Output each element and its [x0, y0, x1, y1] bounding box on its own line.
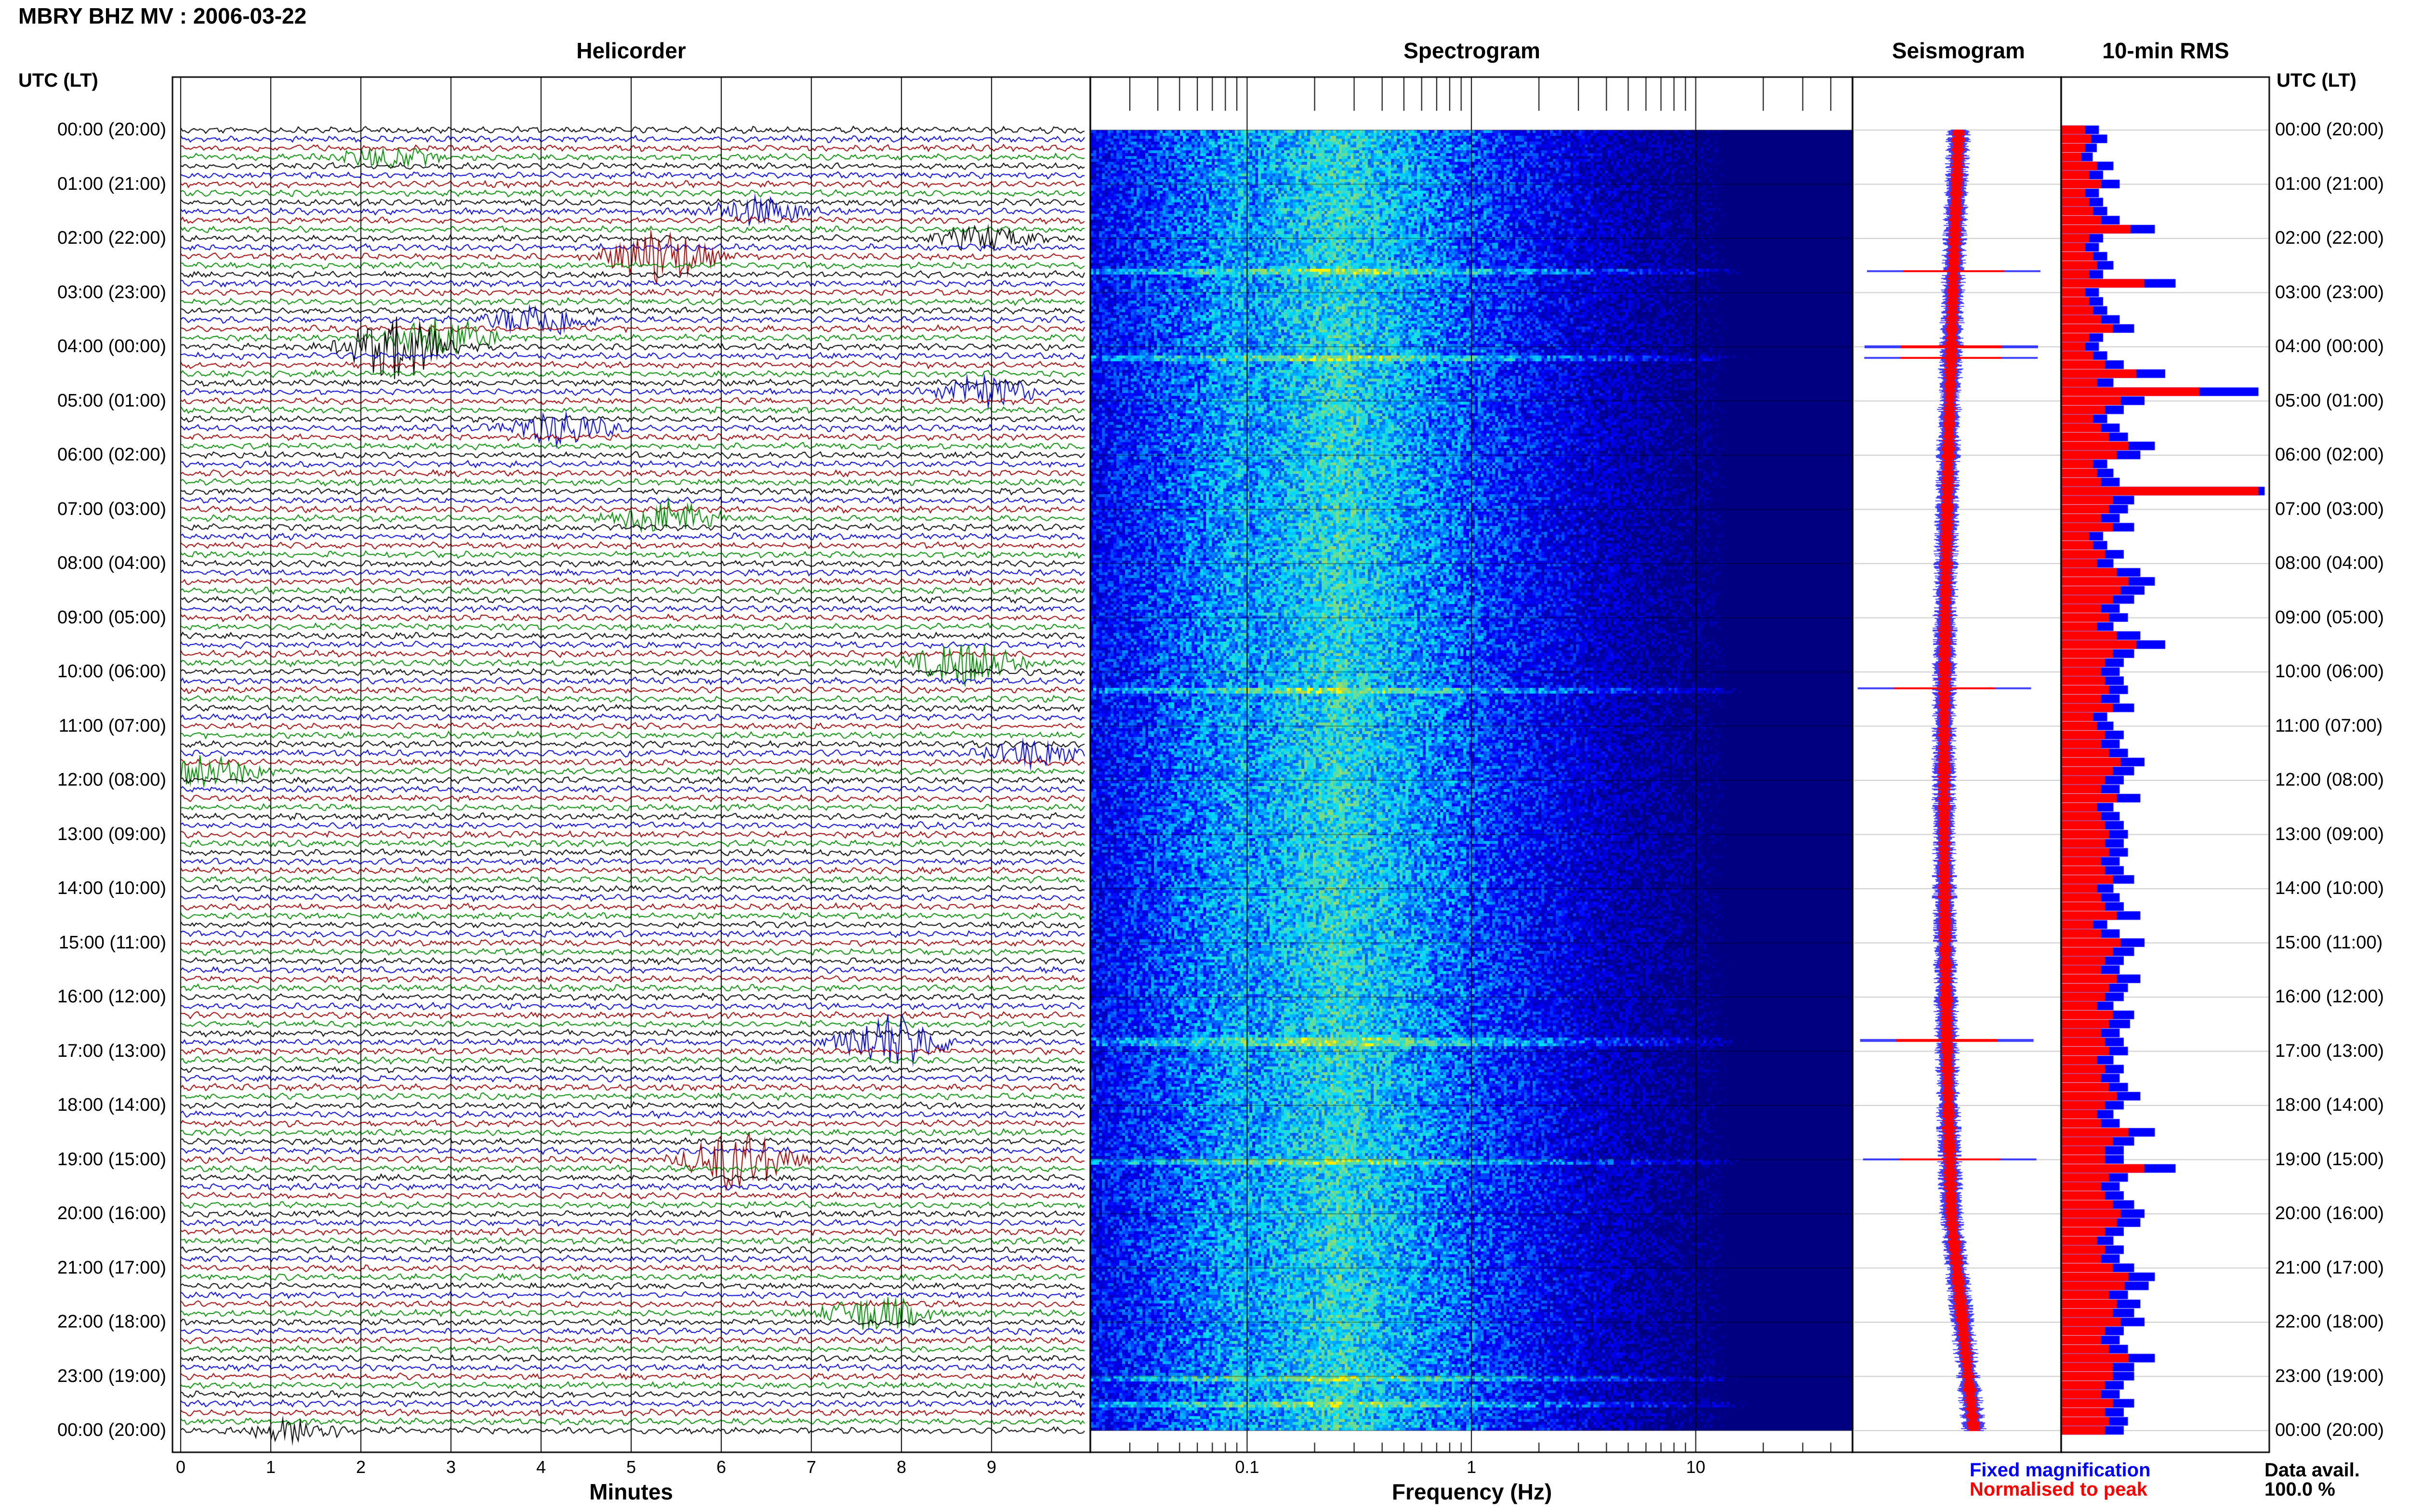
time-tick-left: 19:00 (15:00) — [57, 1149, 166, 1170]
time-axis-title-left: UTC (LT) — [18, 70, 98, 91]
time-tick-right: 11:00 (07:00) — [2275, 715, 2383, 736]
time-tick-left: 23:00 (19:00) — [57, 1366, 166, 1386]
time-tick-left: 01:00 (21:00) — [57, 173, 166, 194]
time-tick-left: 15:00 (11:00) — [58, 932, 166, 953]
time-tick-left: 10:00 (06:00) — [57, 661, 166, 682]
time-tick-left: 22:00 (18:00) — [57, 1312, 166, 1332]
time-tick-right: 17:00 (13:00) — [2275, 1040, 2384, 1061]
data-avail-value: 100.0 % — [2264, 1479, 2335, 1500]
time-tick-left: 18:00 (14:00) — [57, 1095, 166, 1115]
time-axis-title-right: UTC (LT) — [2277, 70, 2356, 91]
time-tick-left: 16:00 (12:00) — [57, 986, 166, 1007]
time-tick-left: 02:00 (22:00) — [57, 228, 166, 248]
minute-tick: 2 — [356, 1457, 366, 1477]
time-tick-right: 05:00 (01:00) — [2275, 390, 2384, 411]
time-tick-right: 16:00 (12:00) — [2275, 986, 2384, 1007]
time-tick-right: 00:00 (20:00) — [2275, 119, 2384, 140]
minute-tick: 1 — [265, 1457, 276, 1477]
legend-normalised-to-peak: Normalised to peak — [1970, 1479, 2148, 1500]
time-tick-right: 07:00 (03:00) — [2275, 499, 2384, 519]
time-tick-left: 03:00 (23:00) — [57, 282, 166, 302]
time-tick-left: 17:00 (13:00) — [57, 1040, 166, 1061]
helicorder-xlabel: Minutes — [589, 1479, 673, 1504]
helicorder-title: Helicorder — [576, 38, 686, 63]
time-tick-left: 21:00 (17:00) — [57, 1257, 166, 1278]
minute-tick: 5 — [626, 1457, 636, 1477]
time-tick-left: 08:00 (04:00) — [57, 553, 166, 573]
time-tick-left: 09:00 (05:00) — [57, 607, 166, 628]
time-tick-right: 06:00 (02:00) — [2275, 445, 2384, 465]
minute-tick: 3 — [446, 1457, 456, 1477]
time-tick-right: 01:00 (21:00) — [2275, 173, 2384, 194]
spectrogram-xlabel: Frequency (Hz) — [1391, 1479, 1552, 1504]
time-tick-right: 08:00 (04:00) — [2275, 553, 2384, 573]
time-tick-left: 05:00 (01:00) — [57, 390, 166, 411]
time-tick-right: 03:00 (23:00) — [2275, 282, 2384, 302]
time-tick-left: 14:00 (10:00) — [57, 878, 166, 898]
time-tick-left: 00:00 (20:00) — [57, 119, 166, 140]
time-tick-right: 02:00 (22:00) — [2275, 228, 2384, 248]
time-tick-right: 09:00 (05:00) — [2275, 607, 2384, 628]
data-avail-label: Data avail. — [2264, 1459, 2360, 1481]
minute-tick: 0 — [175, 1457, 186, 1477]
time-tick-right: 18:00 (14:00) — [2275, 1095, 2384, 1115]
time-tick-right: 15:00 (11:00) — [2275, 932, 2383, 953]
time-tick-right: 22:00 (18:00) — [2275, 1312, 2384, 1332]
time-tick-left: 12:00 (08:00) — [57, 770, 166, 790]
time-tick-right: 00:00 (20:00) — [2275, 1420, 2384, 1440]
legend-fixed-magnification: Fixed magnification — [1970, 1459, 2151, 1481]
time-tick-right: 23:00 (19:00) — [2275, 1366, 2384, 1386]
spectrogram-title: Spectrogram — [1403, 38, 1540, 63]
minute-tick: 7 — [806, 1457, 817, 1477]
time-tick-left: 20:00 (16:00) — [57, 1203, 166, 1223]
time-tick-right: 04:00 (00:00) — [2275, 336, 2384, 356]
frequency-tick: 10 — [1686, 1457, 1706, 1477]
time-tick-right: 12:00 (08:00) — [2275, 770, 2384, 790]
rms-title: 10-min RMS — [2102, 38, 2229, 63]
time-tick-left: 07:00 (03:00) — [57, 499, 166, 519]
time-tick-right: 10:00 (06:00) — [2275, 661, 2384, 682]
time-tick-right: 20:00 (16:00) — [2275, 1203, 2384, 1223]
minute-tick: 6 — [716, 1457, 727, 1477]
minute-tick: 4 — [536, 1457, 546, 1477]
time-tick-left: 00:00 (20:00) — [57, 1420, 166, 1440]
page-title: MBRY BHZ MV : 2006-03-22 — [18, 3, 307, 28]
minute-tick: 9 — [986, 1457, 997, 1477]
time-tick-right: 14:00 (10:00) — [2275, 878, 2384, 898]
time-tick-right: 21:00 (17:00) — [2275, 1257, 2384, 1278]
time-tick-right: 19:00 (15:00) — [2275, 1149, 2384, 1170]
time-tick-left: 06:00 (02:00) — [57, 445, 166, 465]
time-tick-left: 04:00 (00:00) — [57, 336, 166, 356]
seismogram-title: Seismogram — [1892, 38, 2025, 63]
time-tick-left: 11:00 (07:00) — [58, 715, 166, 736]
time-tick-right: 13:00 (09:00) — [2275, 824, 2384, 844]
frequency-tick: 1 — [1466, 1457, 1477, 1477]
frequency-tick: 0.1 — [1235, 1457, 1259, 1477]
time-tick-left: 13:00 (09:00) — [57, 824, 166, 844]
minute-tick: 8 — [896, 1457, 907, 1477]
